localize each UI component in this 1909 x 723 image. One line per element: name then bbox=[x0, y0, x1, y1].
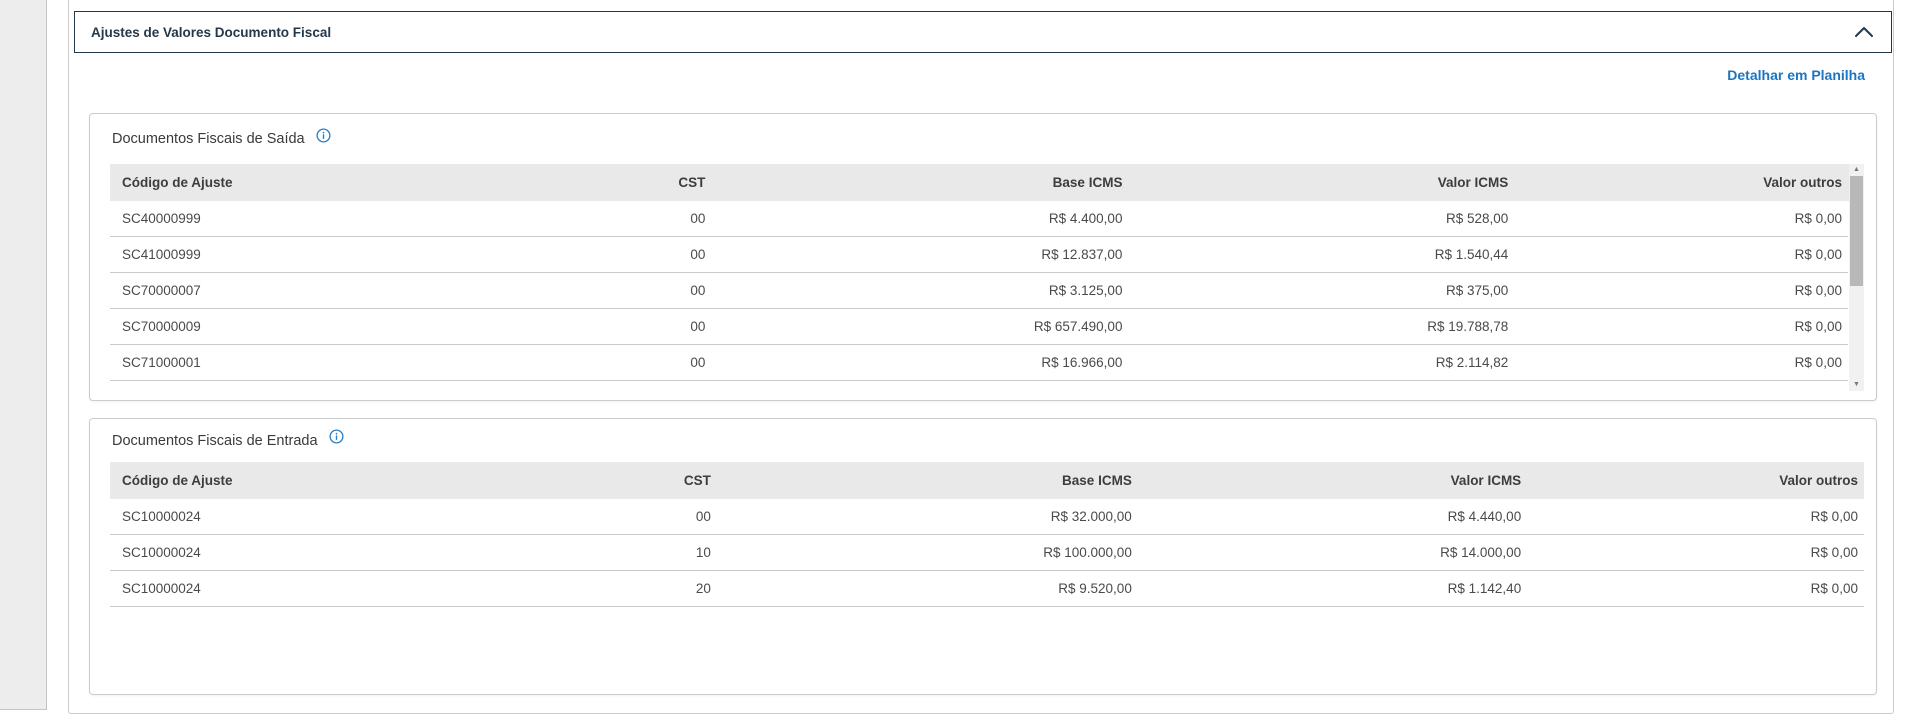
adjustment-code-cell: SC10000024 bbox=[122, 581, 201, 596]
base-icms-cell: R$ 16.966,00 bbox=[1041, 355, 1123, 370]
valor-outros-cell: R$ 0,00 bbox=[1794, 319, 1842, 334]
link-row: Detalhar em Planilha bbox=[1727, 67, 1865, 87]
incoming-documents-card: Documentos Fiscais de Entrada Código de … bbox=[89, 418, 1877, 695]
accordion-header[interactable]: Ajustes de Valores Documento Fiscal bbox=[74, 11, 1892, 53]
cst-cell: 00 bbox=[690, 319, 706, 334]
table-row[interactable]: SC10000024 20 R$ 9.520,00 R$ 1.142,40 R$ 0,0… bbox=[110, 571, 1864, 607]
table-header-row: Código de Ajuste CST Base ICMS Valor ICM… bbox=[110, 164, 1864, 201]
table-body: SC40000999 00 R$ 4.400,00 R$ 528,00 R$ 0,00 S… bbox=[110, 201, 1864, 381]
table-row[interactable]: SC10000024 00 R$ 32.000,00 R$ 4.440,00 R$ 0,… bbox=[110, 499, 1864, 535]
base-icms-cell: R$ 4.400,00 bbox=[1048, 211, 1123, 226]
column-header-codigo-de-ajuste: Código de Ajuste bbox=[122, 175, 233, 190]
adjustment-code-cell: SC41000999 bbox=[122, 247, 201, 262]
valor-outros-cell: R$ 0,00 bbox=[1794, 211, 1842, 226]
valor-outros-cell: R$ 0,00 bbox=[1794, 355, 1842, 370]
valor-icms-cell: R$ 1.142,40 bbox=[1447, 581, 1522, 596]
table-row[interactable]: SC70000007 00 R$ 3.125,00 R$ 375,00 R$ 0,00 bbox=[110, 273, 1848, 309]
adjustment-code-cell: SC70000007 bbox=[122, 283, 201, 298]
scrollbar-down-arrow-icon[interactable]: ▼ bbox=[1853, 381, 1860, 388]
column-header-valor-outros: Valor outros bbox=[1763, 175, 1842, 190]
incoming-documents-title: Documentos Fiscais de Entrada bbox=[112, 432, 318, 449]
column-header-cst: CST bbox=[683, 473, 711, 488]
valor-outros-cell: R$ 0,00 bbox=[1810, 509, 1858, 524]
base-icms-cell: R$ 12.837,00 bbox=[1041, 247, 1123, 262]
column-header-codigo-de-ajuste: Código de Ajuste bbox=[122, 473, 233, 488]
cst-cell: 00 bbox=[690, 247, 706, 262]
card-title-row: Documentos Fiscais de Saída bbox=[112, 114, 331, 164]
card-title-row: Documentos Fiscais de Entrada bbox=[112, 419, 344, 462]
base-icms-cell: R$ 32.000,00 bbox=[1050, 509, 1132, 524]
outgoing-documents-table: Código de Ajuste CST Base ICMS Valor ICM… bbox=[110, 164, 1864, 391]
info-icon[interactable] bbox=[316, 127, 331, 143]
column-header-base-icms: Base ICMS bbox=[1062, 473, 1132, 488]
table-row[interactable]: SC71000001 00 R$ 16.966,00 R$ 2.114,82 R$ 0,… bbox=[110, 345, 1848, 381]
column-header-base-icms: Base ICMS bbox=[1052, 175, 1123, 190]
cst-cell: 00 bbox=[690, 283, 706, 298]
adjustment-code-cell: SC40000999 bbox=[122, 211, 201, 226]
table-row[interactable]: SC70000009 00 R$ 657.490,00 R$ 19.788,78 R$ … bbox=[110, 309, 1848, 345]
valor-outros-cell: R$ 0,00 bbox=[1794, 283, 1842, 298]
detail-in-spreadsheet-link[interactable]: Detalhar em Planilha bbox=[1727, 67, 1865, 83]
valor-outros-cell: R$ 0,00 bbox=[1794, 247, 1842, 262]
chevron-up-icon[interactable] bbox=[1853, 25, 1875, 39]
left-sidebar-edge bbox=[0, 0, 47, 710]
cst-cell: 00 bbox=[690, 211, 706, 226]
column-header-valor-outros: Valor outros bbox=[1779, 473, 1858, 488]
table-body: SC10000024 00 R$ 32.000,00 R$ 4.440,00 R$ 0,… bbox=[110, 499, 1864, 607]
adjustment-code-cell: SC10000024 bbox=[122, 509, 201, 524]
adjustment-code-cell: SC70000009 bbox=[122, 319, 201, 334]
table-row[interactable]: SC10000024 10 R$ 100.000,00 R$ 14.000,00 R$ … bbox=[110, 535, 1864, 571]
valor-icms-cell: R$ 1.540,44 bbox=[1434, 247, 1509, 262]
valor-icms-cell: R$ 4.440,00 bbox=[1447, 509, 1522, 524]
fiscal-adjustments-panel: Ajustes de Valores Documento Fiscal Deta… bbox=[68, 0, 1894, 714]
base-icms-cell: R$ 9.520,00 bbox=[1058, 581, 1132, 596]
incoming-documents-table: Código de Ajuste CST Base ICMS Valor ICM… bbox=[110, 462, 1864, 607]
table-row[interactable]: SC40000999 00 R$ 4.400,00 R$ 528,00 R$ 0,00 bbox=[110, 201, 1848, 237]
scrollbar-thumb[interactable] bbox=[1850, 176, 1863, 286]
table-header-row: Código de Ajuste CST Base ICMS Valor ICM… bbox=[110, 462, 1864, 499]
cst-cell: 20 bbox=[695, 581, 711, 596]
cst-cell: 00 bbox=[695, 509, 711, 524]
scrollbar-up-arrow-icon[interactable]: ▲ bbox=[1853, 166, 1860, 173]
cst-cell: 10 bbox=[695, 545, 711, 560]
column-header-valor-icms: Valor ICMS bbox=[1450, 473, 1522, 488]
accordion-title: Ajustes de Valores Documento Fiscal bbox=[91, 24, 332, 40]
valor-icms-cell: R$ 375,00 bbox=[1445, 283, 1509, 298]
column-header-valor-icms: Valor ICMS bbox=[1437, 175, 1509, 190]
cst-cell: 00 bbox=[690, 355, 706, 370]
valor-icms-cell: R$ 14.000,00 bbox=[1440, 545, 1522, 560]
valor-outros-cell: R$ 0,00 bbox=[1810, 545, 1858, 560]
valor-icms-cell: R$ 528,00 bbox=[1445, 211, 1509, 226]
base-icms-cell: R$ 657.490,00 bbox=[1033, 319, 1123, 334]
valor-icms-cell: R$ 2.114,82 bbox=[1435, 355, 1509, 370]
info-icon[interactable] bbox=[328, 429, 344, 444]
base-icms-cell: R$ 3.125,00 bbox=[1048, 283, 1123, 298]
valor-outros-cell: R$ 0,00 bbox=[1810, 581, 1858, 596]
base-icms-cell: R$ 100.000,00 bbox=[1043, 545, 1132, 560]
table-row[interactable]: SC41000999 00 R$ 12.837,00 R$ 1.540,44 R$ 0,… bbox=[110, 237, 1848, 273]
valor-icms-cell: R$ 19.788,78 bbox=[1427, 319, 1509, 334]
adjustment-code-cell: SC71000001 bbox=[122, 355, 201, 370]
column-header-cst: CST bbox=[678, 175, 706, 190]
vertical-scrollbar[interactable]: ▲ ▼ bbox=[1849, 164, 1864, 391]
adjustment-code-cell: SC10000024 bbox=[122, 545, 201, 560]
outgoing-documents-card: Documentos Fiscais de Saída Código de Aj… bbox=[89, 113, 1877, 401]
outgoing-documents-title: Documentos Fiscais de Saída bbox=[112, 131, 305, 147]
